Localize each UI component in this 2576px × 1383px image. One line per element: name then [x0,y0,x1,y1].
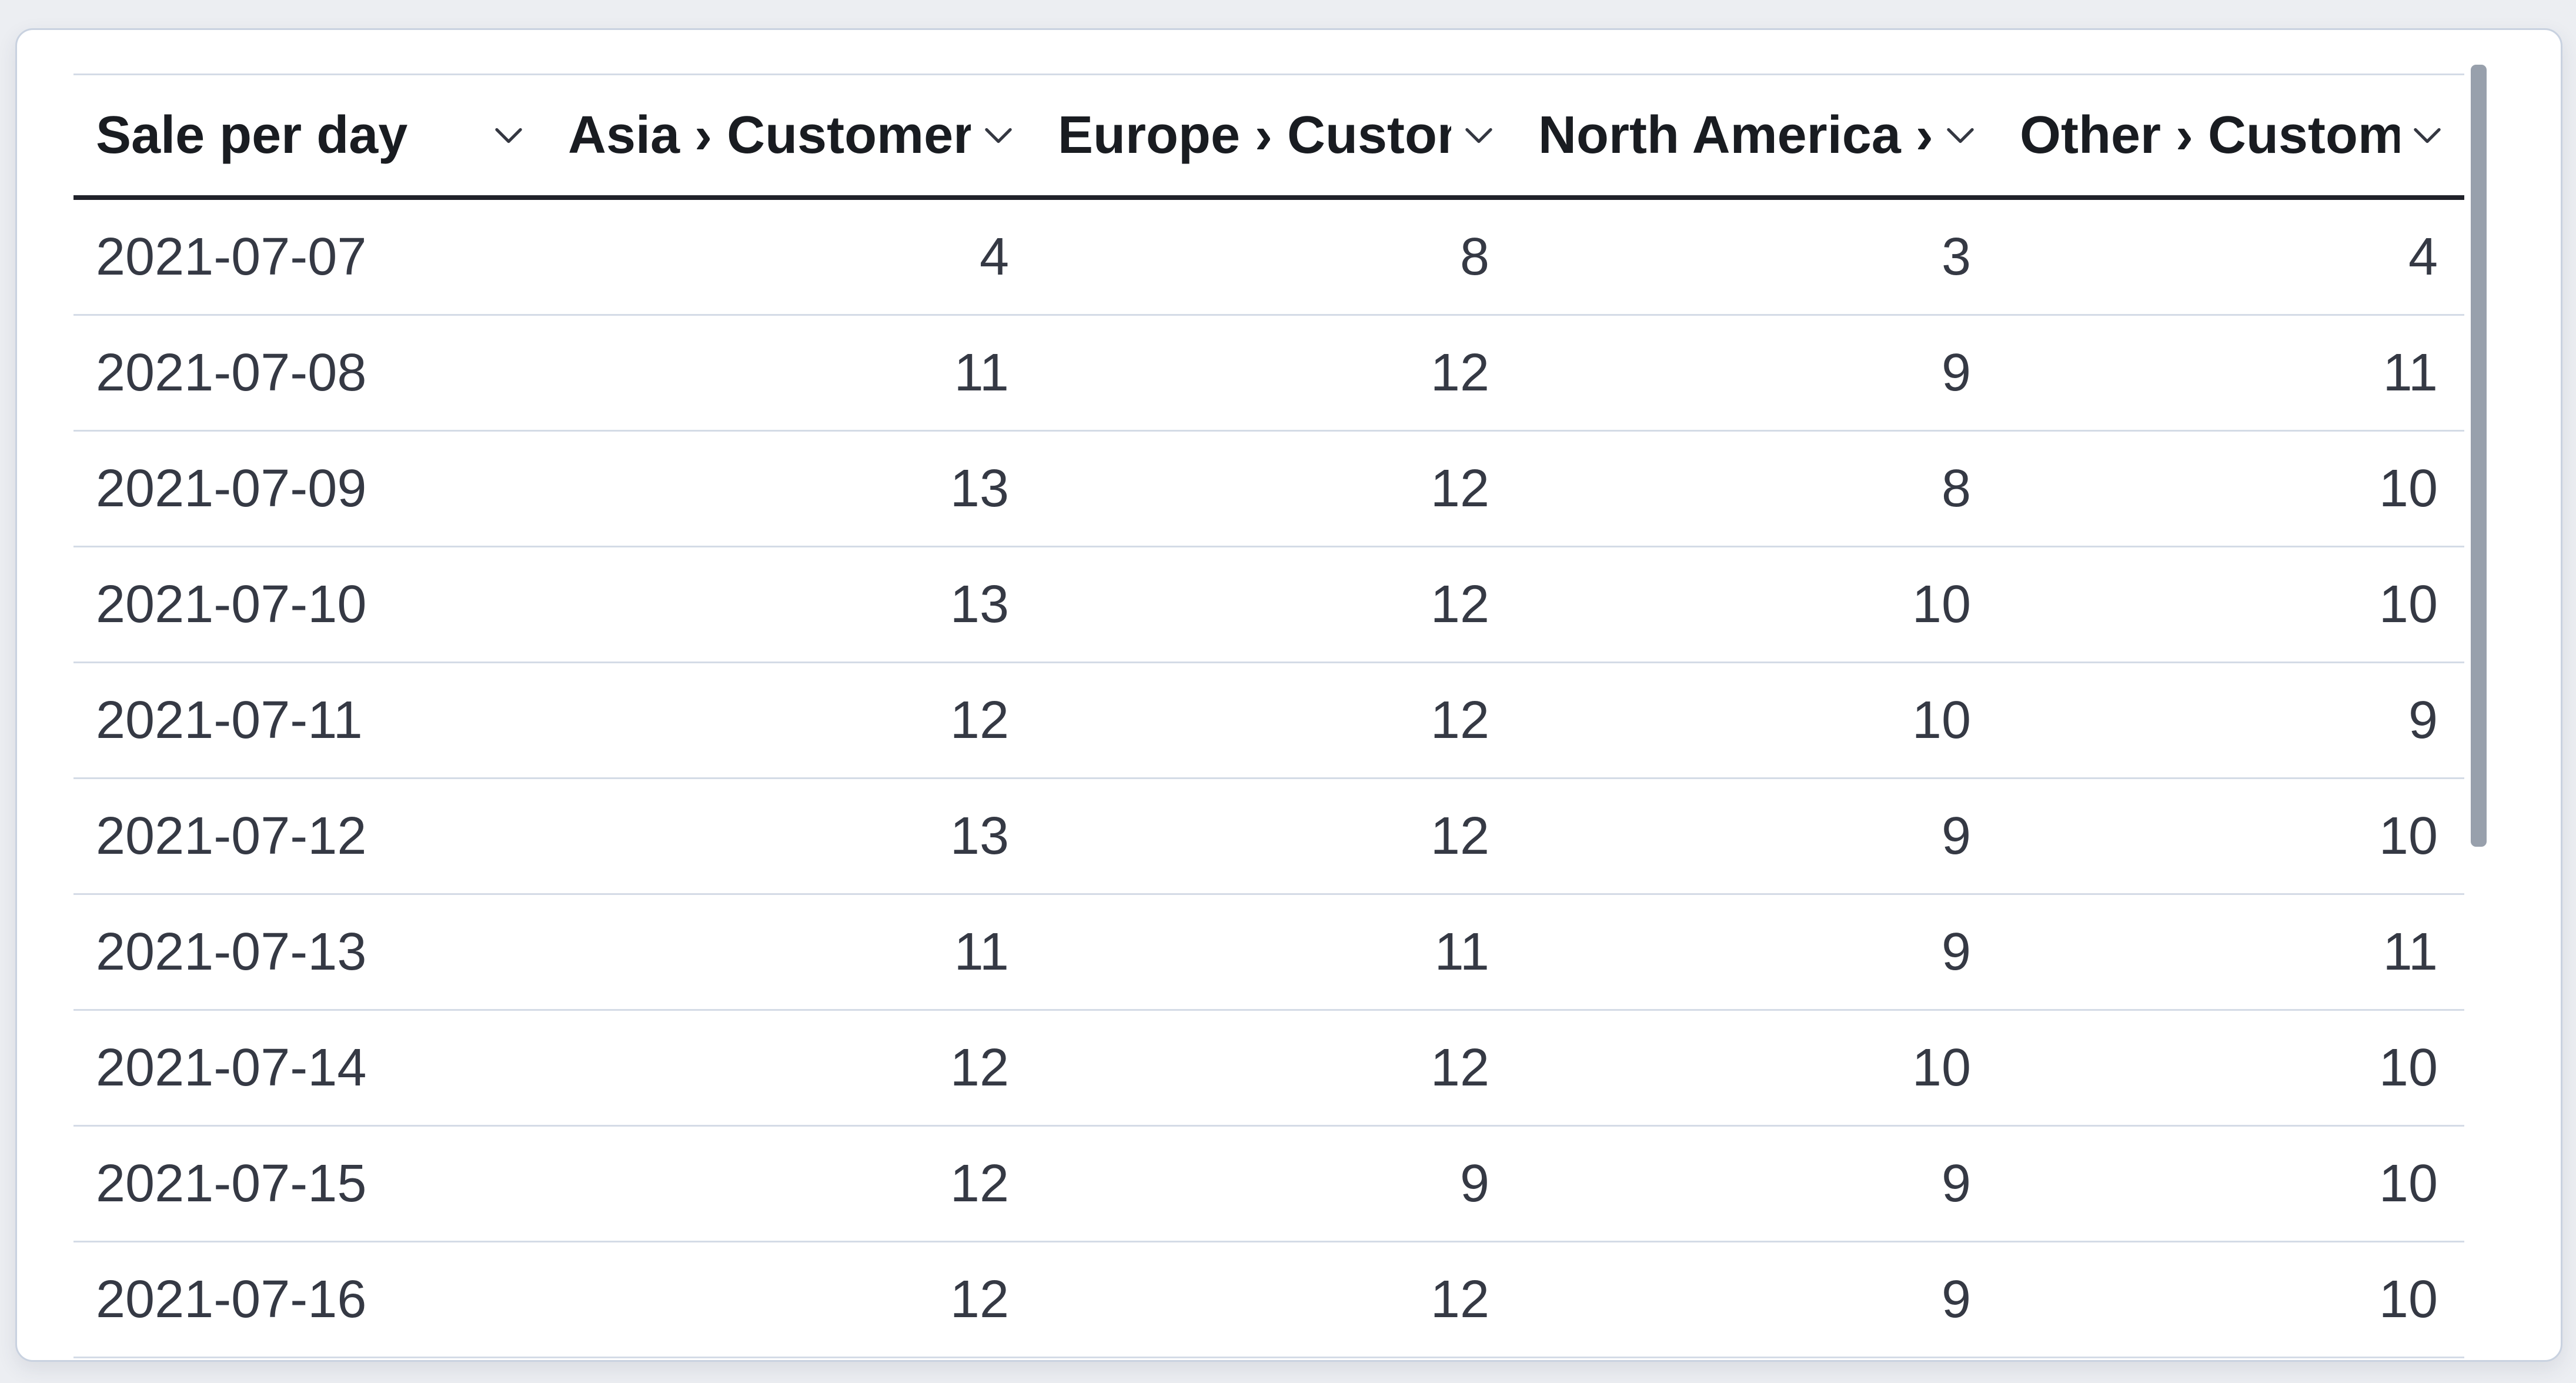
table-body: 2021-07-07 4 8 3 4 2021-07-08 11 12 9 11 2021-07-0… [73,198,2464,1358]
value-cell: 12 [1035,778,1516,895]
table-row: 2021-07-10 13 12 10 10 [73,546,2464,663]
date-cell: 2021-07-14 [73,1010,546,1127]
column-label: North America › Customers [1538,105,1933,165]
table-row: 2021-07-09 13 12 8 10 [73,430,2464,547]
date-cell: 2021-07-10 [73,546,546,663]
data-table-container: Sale per day Asia › Customers Europe › C… [73,74,2464,1358]
value-cell: 12 [1035,546,1516,663]
chevron-down-icon[interactable] [1947,128,1974,143]
value-cell: 12 [1035,315,1516,432]
value-cell: 11 [1035,894,1516,1011]
value-cell: 10 [1516,662,1997,779]
value-cell: 12 [546,1010,1035,1127]
table-header: Sale per day Asia › Customers Europe › C… [73,74,2464,200]
vertical-scrollbar-thumb[interactable] [2471,65,2487,847]
value-cell: 9 [1035,1125,1516,1242]
value-cell: 10 [1997,778,2464,895]
value-cell: 13 [546,546,1035,663]
chevron-down-icon[interactable] [1465,128,1492,143]
value-cell: 10 [1997,1010,2464,1127]
value-cell: 12 [1035,1241,1516,1358]
value-cell: 10 [1997,546,2464,663]
date-cell: 2021-07-16 [73,1241,546,1358]
value-cell: 11 [546,315,1035,432]
date-cell: 2021-07-07 [73,198,546,316]
value-cell: 9 [1997,662,2464,779]
column-header-asia-customers[interactable]: Asia › Customers [546,74,1035,200]
value-cell: 10 [1997,1125,2464,1242]
value-cell: 8 [1035,198,1516,316]
column-label: Other › Customers [2020,105,2400,165]
chevron-down-icon[interactable] [2414,128,2441,143]
value-cell: 10 [1997,430,2464,547]
value-cell: 10 [1997,1241,2464,1358]
column-header-sale-per-day[interactable]: Sale per day [73,74,546,200]
column-label: Asia › Customers [568,105,971,165]
value-cell: 9 [1516,894,1997,1011]
value-cell: 13 [546,778,1035,895]
value-cell: 12 [546,1241,1035,1358]
value-cell: 9 [1516,778,1997,895]
date-cell: 2021-07-11 [73,662,546,779]
value-cell: 12 [1035,1010,1516,1127]
date-cell: 2021-07-09 [73,430,546,547]
chevron-down-icon[interactable] [495,128,522,143]
table-panel: Sale per day Asia › Customers Europe › C… [15,28,2562,1362]
value-cell: 9 [1516,315,1997,432]
value-cell: 4 [546,198,1035,316]
table-row: 2021-07-11 12 12 10 9 [73,662,2464,779]
value-cell: 12 [546,662,1035,779]
value-cell: 12 [546,1125,1035,1242]
value-cell: 13 [546,430,1035,547]
value-cell: 9 [1516,1125,1997,1242]
date-cell: 2021-07-15 [73,1125,546,1242]
value-cell: 10 [1516,546,1997,663]
date-cell: 2021-07-13 [73,894,546,1011]
table-row: 2021-07-15 12 9 9 10 [73,1125,2464,1242]
value-cell: 11 [1997,894,2464,1011]
column-header-other-customers[interactable]: Other › Customers [1997,74,2464,200]
value-cell: 9 [1516,1241,1997,1358]
table-row: 2021-07-08 11 12 9 11 [73,315,2464,432]
column-header-north-america-customers[interactable]: North America › Customers [1516,74,1997,200]
date-cell: 2021-07-12 [73,778,546,895]
value-cell: 10 [1516,1010,1997,1127]
table-row: 2021-07-07 4 8 3 4 [73,198,2464,316]
table-row: 2021-07-16 12 12 9 10 [73,1241,2464,1358]
value-cell: 11 [546,894,1035,1011]
column-label: Sale per day [96,105,408,165]
value-cell: 12 [1035,430,1516,547]
date-cell: 2021-07-08 [73,315,546,432]
value-cell: 3 [1516,198,1997,316]
value-cell: 8 [1516,430,1997,547]
chevron-down-icon[interactable] [985,128,1012,143]
table-row: 2021-07-14 12 12 10 10 [73,1010,2464,1127]
value-cell: 11 [1997,315,2464,432]
table-row: 2021-07-13 11 11 9 11 [73,894,2464,1011]
column-label: Europe › Customers [1058,105,1451,165]
table-row: 2021-07-12 13 12 9 10 [73,778,2464,895]
data-table: Sale per day Asia › Customers Europe › C… [73,74,2464,1358]
value-cell: 12 [1035,662,1516,779]
value-cell: 4 [1997,198,2464,316]
column-header-europe-customers[interactable]: Europe › Customers [1035,74,1516,200]
